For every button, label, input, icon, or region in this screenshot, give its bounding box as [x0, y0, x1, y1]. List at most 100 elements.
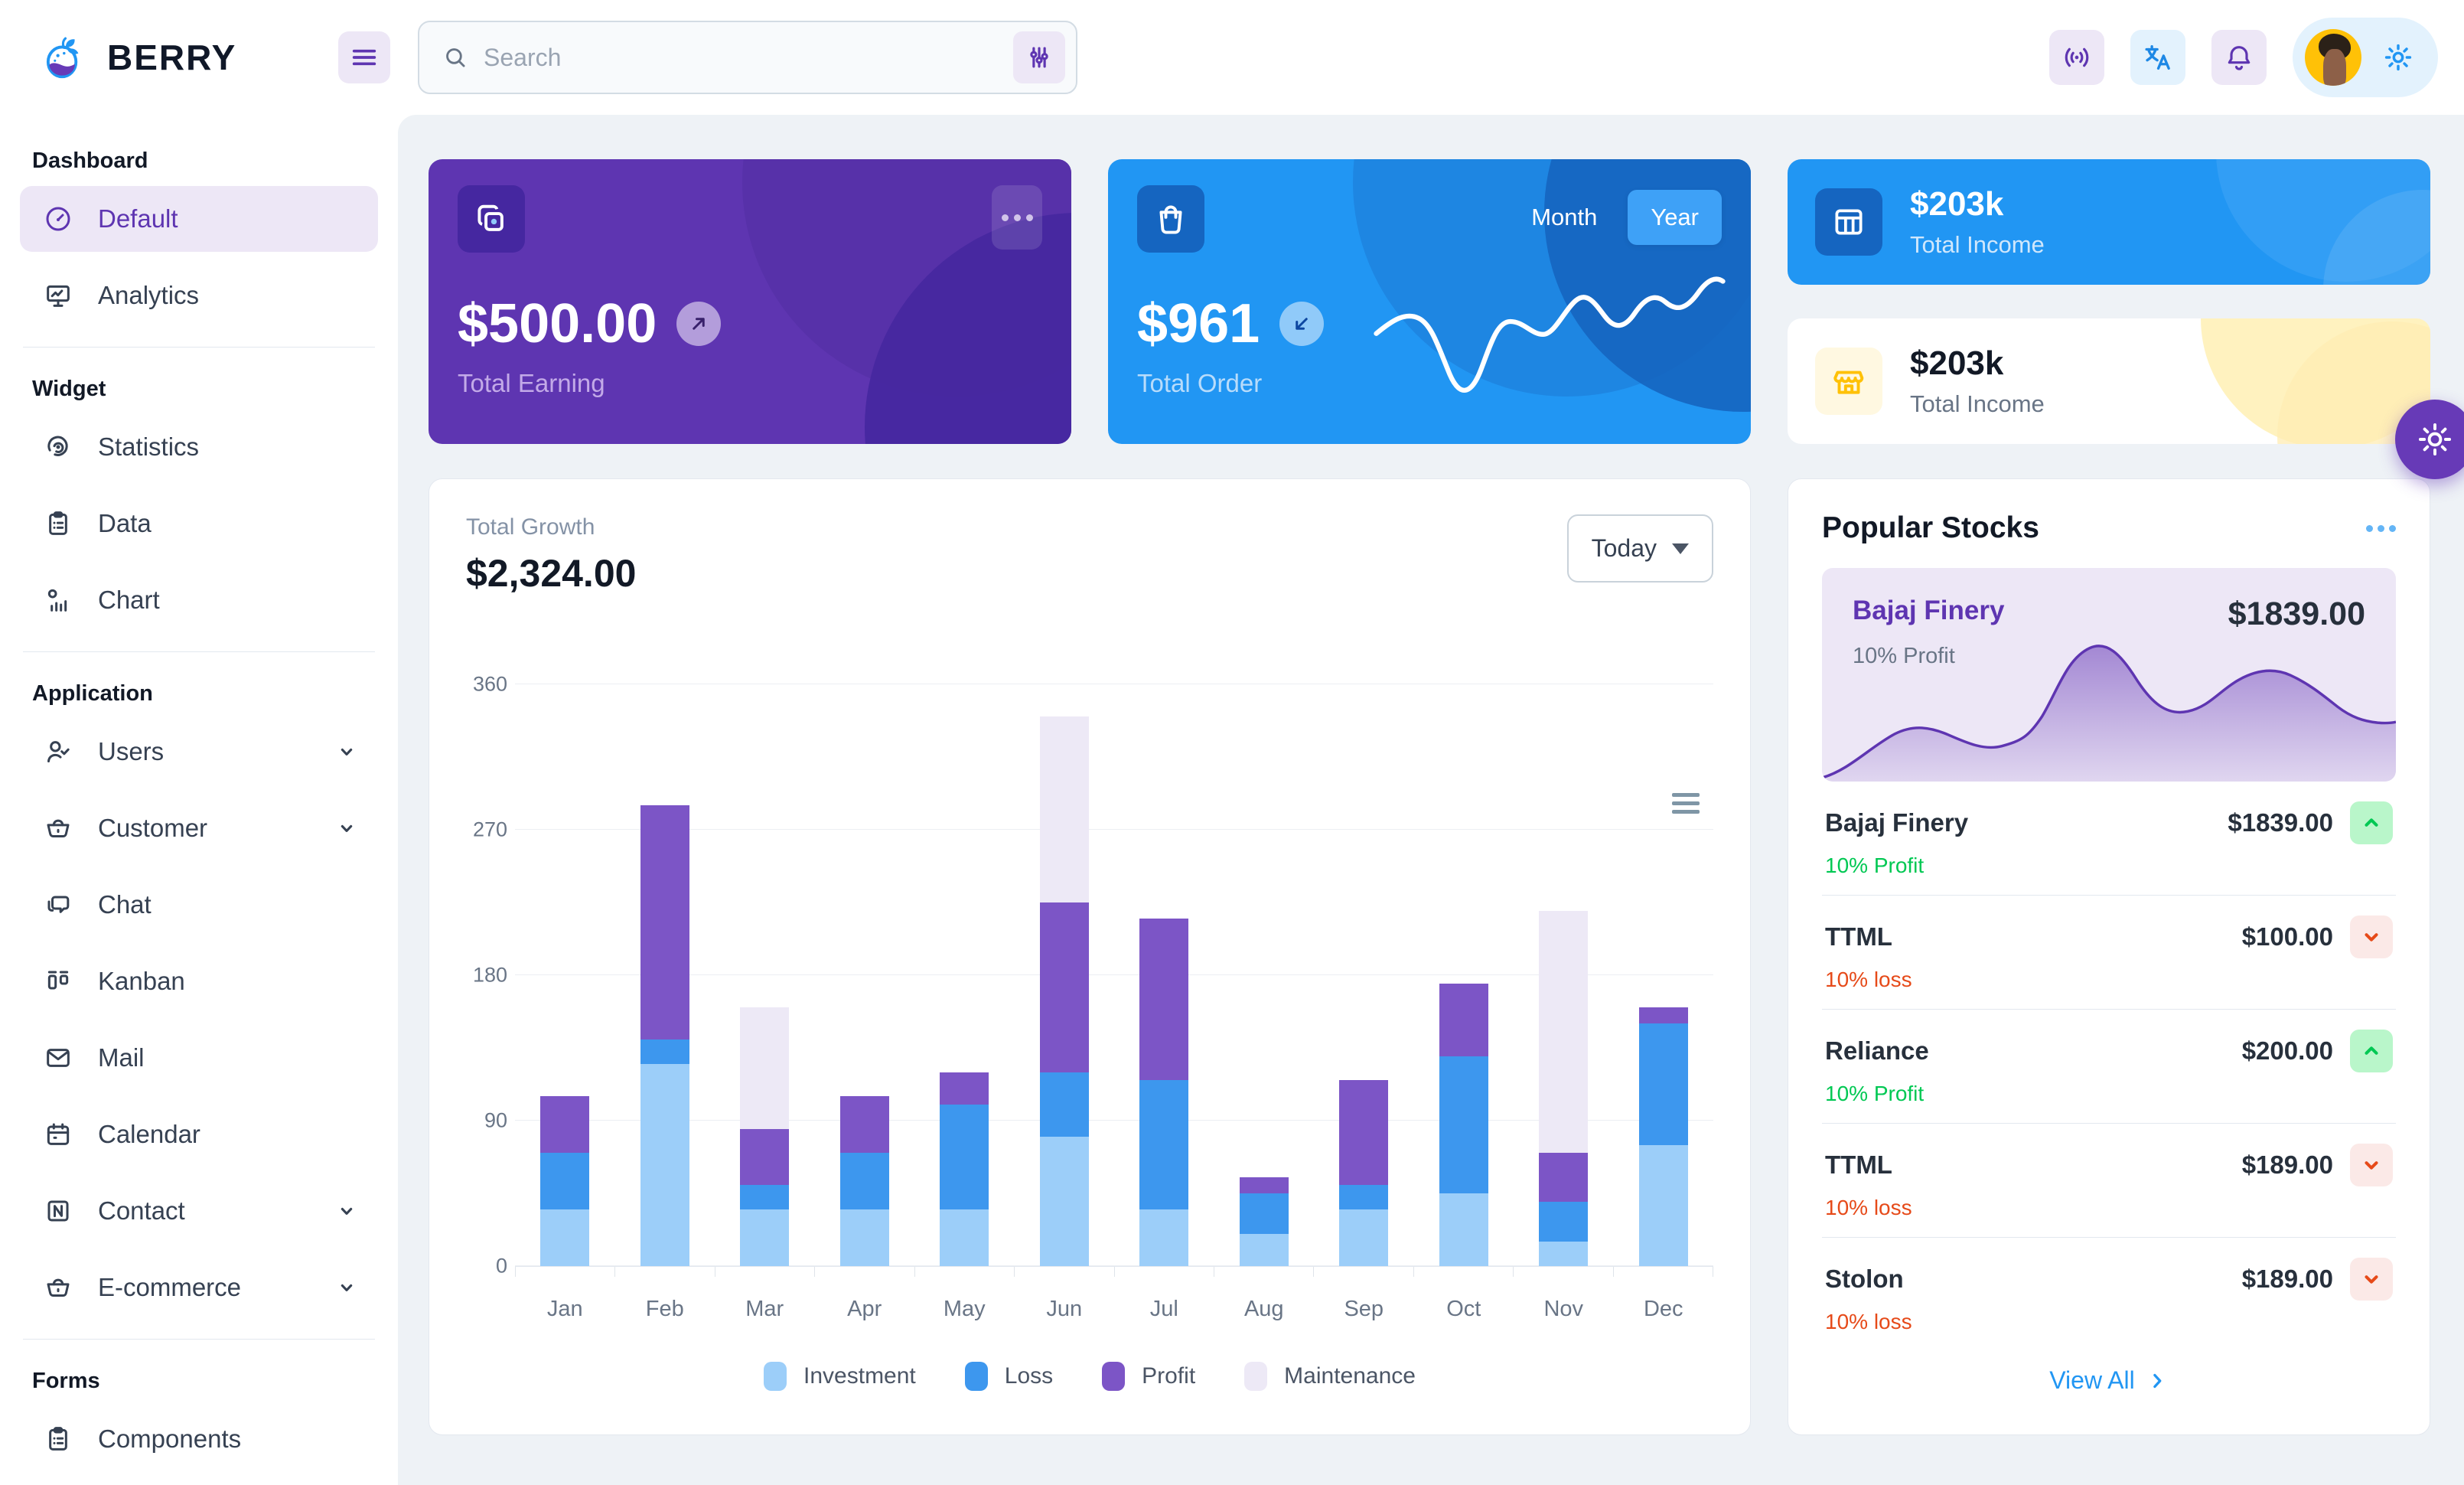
toggle-year-button[interactable]: Year	[1628, 190, 1722, 245]
stock-list: Bajaj Finery $1839.00 10% Profit TTML $1…	[1822, 782, 2396, 1351]
legend-item-loss[interactable]: Loss	[964, 1362, 1053, 1391]
sidebar-item-default[interactable]: Default	[20, 186, 378, 252]
bar-dec[interactable]	[1638, 1007, 1688, 1266]
gridline	[515, 829, 1713, 830]
y-axis-label: 180	[472, 963, 507, 987]
total-income-card-warning: $203k Total Income	[1788, 318, 2430, 444]
language-button[interactable]	[2130, 30, 2185, 85]
earning-icon-button[interactable]	[458, 185, 525, 253]
growth-period-select[interactable]: Today	[1566, 514, 1713, 583]
bar-segment-loss	[839, 1153, 889, 1210]
stock-loss-badge[interactable]	[2350, 915, 2393, 958]
bar-segment-maintenance	[740, 1007, 790, 1129]
stock-row[interactable]: Stolon $189.00 10% loss	[1822, 1238, 2396, 1351]
search-filter-button[interactable]	[1013, 31, 1065, 83]
sidebar-item-components[interactable]: Components	[20, 1406, 378, 1472]
x-axis-label: Nov	[1543, 1297, 1584, 1321]
bar-slot	[515, 684, 615, 1266]
legend-label: Profit	[1142, 1363, 1196, 1389]
legend-item-profit[interactable]: Profit	[1102, 1362, 1195, 1391]
sidebar-item-calendar[interactable]: Calendar	[20, 1102, 378, 1167]
sidebar-item-chart[interactable]: Chart	[20, 567, 378, 633]
search-bar	[418, 21, 1077, 94]
view-all-link[interactable]: View All	[1822, 1366, 2396, 1402]
earning-more-button[interactable]	[992, 185, 1042, 250]
order-trend-button[interactable]	[1279, 302, 1325, 346]
plot-area	[515, 684, 1713, 1266]
theme-customizer-fab[interactable]	[2395, 400, 2464, 479]
sidebar-item-data[interactable]: Data	[20, 491, 378, 556]
sidebar-item-contact[interactable]: Contact	[20, 1178, 378, 1244]
bar-nov[interactable]	[1539, 910, 1589, 1266]
stocks-more-button[interactable]	[2366, 524, 2396, 532]
profile-menu-button[interactable]	[2293, 18, 2438, 97]
bar-apr[interactable]	[839, 1096, 889, 1266]
chart-menu-icon[interactable]	[1672, 793, 1700, 814]
bar-jan[interactable]	[540, 1096, 590, 1266]
clipboard-icon	[43, 1424, 73, 1454]
contact-icon	[43, 1196, 73, 1226]
bar-feb[interactable]	[640, 805, 689, 1266]
sidebar-item-kanban[interactable]: Kanban	[20, 948, 378, 1014]
sidebar-item-users[interactable]: Users	[20, 719, 378, 785]
income-table-icon-button[interactable]	[1815, 188, 1882, 256]
sidebar-item-e-commerce[interactable]: E-commerce	[20, 1255, 378, 1320]
sidebar-item-statistics[interactable]: Statistics	[20, 414, 378, 480]
x-axis-label: May	[943, 1297, 986, 1321]
y-axis-label: 0	[495, 1254, 507, 1278]
notifications-button[interactable]	[2211, 30, 2267, 85]
stock-row[interactable]: Reliance $200.00 10% Profit	[1822, 1010, 2396, 1123]
main-content: $500.00 Total Earning Month Year	[398, 115, 2464, 1485]
sidebar-item-label: Mail	[98, 1043, 145, 1072]
stock-name: TTML	[1825, 922, 1892, 951]
sidebar-toggle-button[interactable]	[338, 31, 390, 83]
bar-oct[interactable]	[1439, 983, 1488, 1266]
stock-profit-badge[interactable]	[2350, 1030, 2393, 1072]
featured-stock-name: Bajaj Finery	[1853, 596, 2005, 625]
bar-segment-investment	[1139, 1209, 1189, 1266]
bar-aug[interactable]	[1239, 1177, 1289, 1266]
sidebar-item-mail[interactable]: Mail	[20, 1025, 378, 1091]
bar-slot	[1614, 684, 1714, 1266]
stock-row[interactable]: Bajaj Finery $1839.00 10% Profit	[1822, 782, 2396, 895]
income-store-icon-button[interactable]	[1815, 348, 1882, 415]
bar-slot	[914, 684, 1015, 1266]
stock-profit-badge[interactable]	[2350, 801, 2393, 844]
bar-may[interactable]	[940, 1072, 989, 1266]
bar-segment-loss	[1139, 1080, 1189, 1210]
bar-sep[interactable]	[1339, 1080, 1389, 1266]
total-order-value: $961	[1137, 293, 1260, 354]
legend-item-maintenance[interactable]: Maintenance	[1244, 1362, 1416, 1391]
chart-icon	[43, 585, 73, 615]
bar-segment-loss	[1539, 1201, 1589, 1242]
bar-segment-profit	[1239, 1177, 1289, 1194]
sidebar-section-title: Application	[32, 681, 153, 706]
bar-segment-loss	[540, 1153, 590, 1210]
bar-jul[interactable]	[1139, 919, 1189, 1266]
stock-row[interactable]: TTML $189.00 10% loss	[1822, 1124, 2396, 1237]
live-broadcast-button[interactable]	[2049, 30, 2104, 85]
sidebar-item-chat[interactable]: Chat	[20, 872, 378, 938]
sidebar-item-label: Components	[98, 1425, 242, 1453]
total-earning-card: $500.00 Total Earning	[429, 159, 1071, 444]
stock-loss-badge[interactable]	[2350, 1144, 2393, 1186]
search-icon	[441, 43, 470, 72]
sidebar-section-title: Forms	[32, 1369, 100, 1393]
stock-loss-badge[interactable]	[2350, 1258, 2393, 1301]
storefront-icon	[1830, 362, 1868, 400]
featured-stock-card[interactable]: Bajaj Finery $1839.00 10% Profit	[1822, 568, 2396, 782]
order-icon-button[interactable]	[1137, 185, 1204, 253]
cards-copy-icon	[471, 199, 511, 239]
stock-row[interactable]: TTML $100.00 10% loss	[1822, 896, 2396, 1009]
earning-trend-button[interactable]	[676, 302, 722, 346]
toggle-month-button[interactable]: Month	[1531, 204, 1598, 230]
bar-slot	[1414, 684, 1514, 1266]
search-input[interactable]	[484, 43, 999, 72]
sidebar-item-analytics[interactable]: Analytics	[20, 263, 378, 328]
bar-mar[interactable]	[740, 1007, 790, 1266]
legend-item-investment[interactable]: Investment	[764, 1362, 916, 1391]
bar-segment-profit	[1638, 1007, 1688, 1024]
bar-jun[interactable]	[1039, 716, 1089, 1266]
bar-segment-profit	[839, 1096, 889, 1154]
sidebar-item-customer[interactable]: Customer	[20, 795, 378, 861]
